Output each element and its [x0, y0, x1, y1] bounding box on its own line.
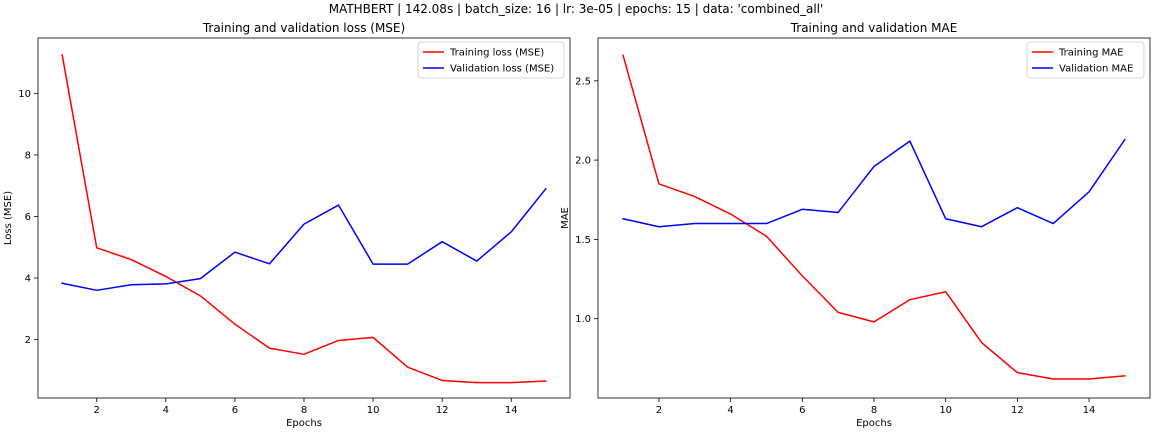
loss-series-line-validation: [61, 187, 547, 292]
loss-x-axis-label: Epochs: [286, 418, 322, 429]
legend-label: Validation MAE: [1059, 64, 1133, 75]
x-tick-label: 2: [94, 405, 100, 416]
x-tick-label: 4: [163, 405, 169, 416]
x-tick-label: 4: [727, 405, 733, 416]
loss-y-axis-label: Loss (MSE): [3, 191, 14, 245]
x-tick-label: 2: [656, 405, 662, 416]
x-tick-label: 14: [505, 405, 518, 416]
y-tick-label: 1.0: [575, 314, 591, 325]
x-tick-label: 14: [1083, 405, 1096, 416]
mae-series-line-training: [622, 54, 1126, 380]
mae-axes-frame: [597, 37, 1151, 399]
legend-box: [417, 41, 565, 79]
x-tick-label: 10: [367, 405, 380, 416]
loss-series-line-training: [61, 54, 547, 384]
loss-legend: Training loss (MSE) Validation loss (MSE): [417, 41, 565, 79]
mae-x-axis-label: Epochs: [856, 418, 892, 429]
legend-label: Training MAE: [1058, 48, 1123, 59]
x-tick-label: 6: [232, 405, 238, 416]
loss-panel: Training and validation loss (MSE) 2 4 6 8 10…: [3, 21, 571, 429]
y-tick-label: 2.5: [575, 76, 591, 87]
legend-label: Validation loss (MSE): [450, 64, 554, 75]
y-tick-label: 6: [25, 212, 31, 223]
x-tick-label: 6: [799, 405, 805, 416]
y-tick-label: 2: [25, 335, 31, 346]
legend-box: [1026, 41, 1145, 79]
y-tick-label: 10: [18, 89, 31, 100]
loss-axes-frame: [37, 37, 571, 399]
loss-chart-title: Training and validation loss (MSE): [202, 21, 405, 35]
mae-legend: Training MAE Validation MAE: [1026, 41, 1145, 79]
x-tick-label: 8: [871, 405, 877, 416]
x-tick-label: 10: [939, 405, 952, 416]
mae-y-axis-label: MAE: [560, 207, 571, 229]
mae-panel: Training and validation MAE 2 4 6 8 10 12 14 1.0…: [560, 21, 1151, 429]
mae-series-line-validation: [622, 138, 1126, 228]
figure-suptitle: MATHBERT | 142.08s | batch_size: 16 | lr…: [328, 2, 824, 16]
legend-label: Training loss (MSE): [449, 48, 544, 59]
y-tick-label: 8: [25, 150, 31, 161]
x-tick-label: 12: [436, 405, 449, 416]
x-tick-label: 8: [301, 405, 307, 416]
y-tick-label: 4: [25, 274, 31, 285]
mae-chart-title: Training and validation MAE: [790, 21, 958, 35]
y-tick-label: 1.5: [575, 235, 591, 246]
y-tick-label: 2.0: [575, 156, 591, 167]
x-tick-label: 12: [1011, 405, 1024, 416]
